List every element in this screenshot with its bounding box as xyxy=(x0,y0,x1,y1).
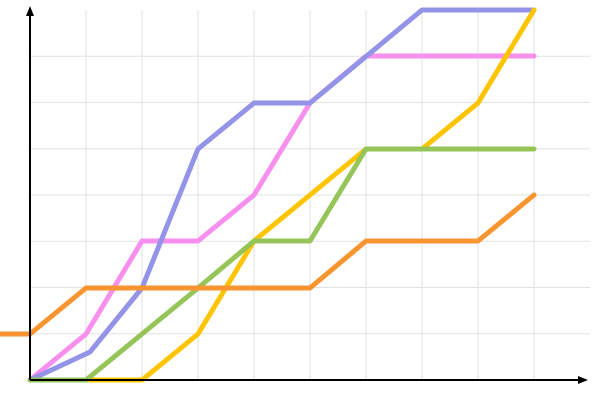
series-green-line xyxy=(27,146,537,383)
y-axis-arrowhead-icon xyxy=(26,6,34,16)
series-blue-line xyxy=(27,7,537,383)
series-yellow-line xyxy=(27,7,537,383)
axes xyxy=(26,6,588,384)
series-orange-line xyxy=(0,192,537,337)
x-axis-arrowhead-icon xyxy=(578,376,588,384)
